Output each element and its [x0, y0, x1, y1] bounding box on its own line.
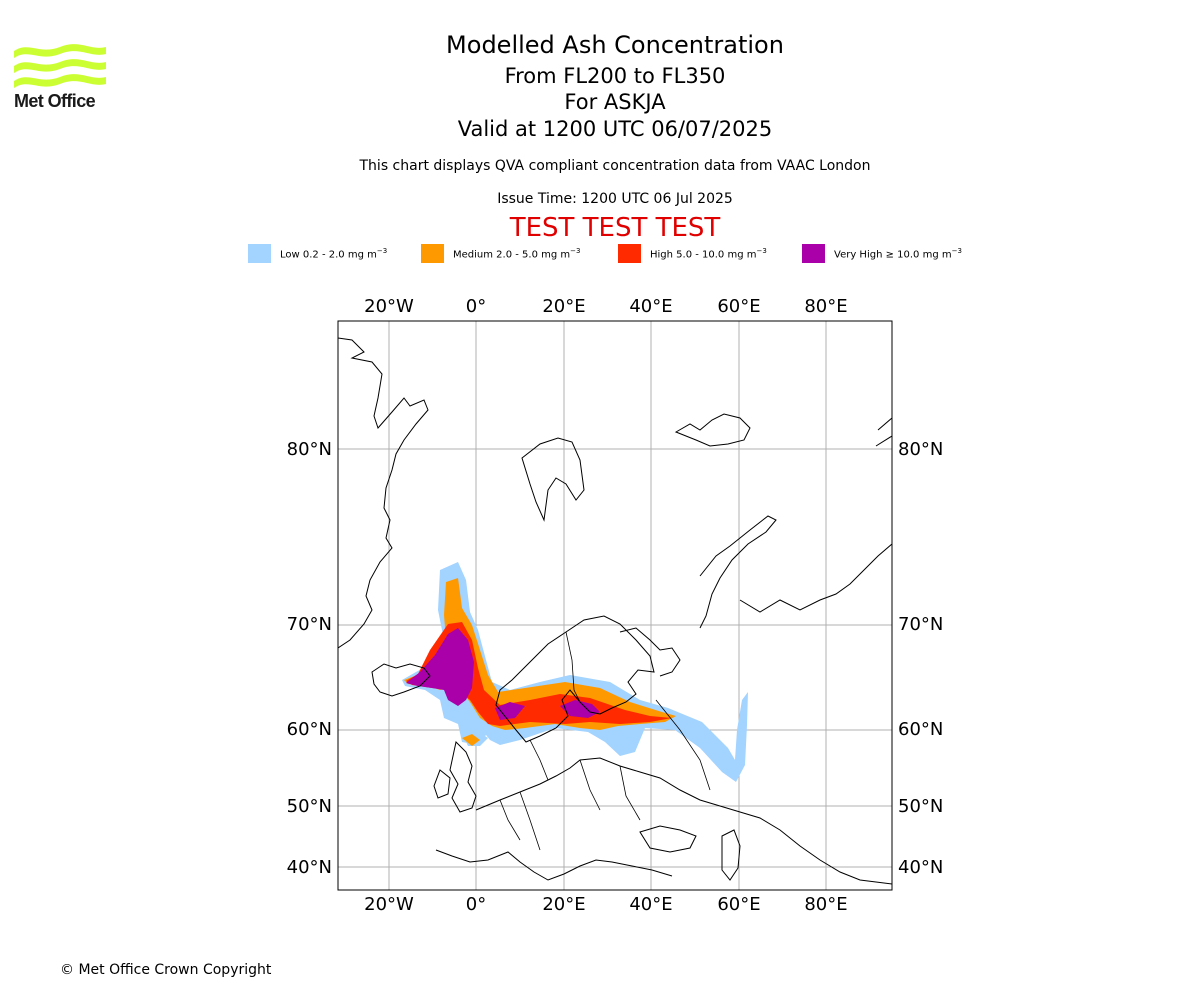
issue-time: Issue Time: 1200 UTC 06 Jul 2025	[497, 191, 733, 207]
logo-text: Met Office	[14, 91, 96, 111]
british-isles-coast	[433, 740, 477, 813]
lon-label-top: 60°E	[717, 296, 760, 317]
lon-label-top: 80°E	[804, 296, 847, 317]
kola-white-sea-coast	[619, 627, 681, 677]
legend-item-high: High 5.0 - 10.0 mg m−3	[618, 244, 767, 263]
legend-swatch-high	[618, 244, 641, 263]
flight-level-range: From FL200 to FL350	[504, 64, 726, 88]
ash-low-region	[402, 562, 748, 782]
lat-label-right: 80°N	[898, 439, 943, 460]
black-sea-coast	[639, 825, 697, 853]
ash-very-high-patch-2	[560, 700, 600, 718]
legend-swatch-low	[248, 244, 271, 263]
legend-label-medium: Medium 2.0 - 5.0 mg m−3	[453, 246, 581, 261]
coastlines	[338, 337, 892, 885]
valid-time: Valid at 1200 UTC 06/07/2025	[457, 117, 773, 141]
iceland-coast	[371, 663, 431, 697]
ash-concentration-map: 20°W 0° 20°E 40°E 60°E 80°E 20°W 0° 20°E…	[287, 296, 944, 915]
legend-item-medium: Medium 2.0 - 5.0 mg m−3	[421, 244, 580, 263]
legend-swatch-medium	[421, 244, 444, 263]
legend-label-very-high: Very High ≥ 10.0 mg m−3	[834, 246, 962, 261]
legend-label-low: Low 0.2 - 2.0 mg m−3	[280, 246, 388, 261]
ash-very-high-patch-1	[495, 702, 525, 720]
lat-label-left: 60°N	[287, 719, 332, 740]
ash-medium-patch-channel	[462, 734, 480, 746]
lon-label-top: 20°W	[364, 296, 414, 317]
lat-label-right: 50°N	[898, 796, 943, 817]
copyright-notice: © Met Office Crown Copyright	[60, 962, 272, 978]
greenland-coast	[338, 337, 429, 649]
volcano-name: For ASKJA	[564, 90, 666, 114]
taymyr-coast	[875, 417, 892, 447]
lon-label-bottom: 60°E	[717, 894, 760, 915]
lat-label-left: 40°N	[287, 857, 332, 878]
ash-high-region	[406, 622, 672, 726]
test-banner: TEST TEST TEST	[509, 213, 721, 243]
legend-item-low: Low 0.2 - 2.0 mg m−3	[248, 244, 387, 263]
met-office-wave-logo-icon	[14, 44, 106, 88]
ash-very-high-region	[406, 628, 474, 706]
lon-label-bottom: 80°E	[804, 894, 847, 915]
lat-label-left: 70°N	[287, 614, 332, 635]
lon-label-top: 0°	[466, 296, 486, 317]
lon-label-top: 20°E	[542, 296, 585, 317]
mediterranean-coast	[435, 849, 673, 881]
map-frame	[337, 320, 893, 891]
lon-label-bottom: 40°E	[629, 894, 672, 915]
lon-label-bottom: 20°W	[364, 894, 414, 915]
novaya-zemlya-coast	[699, 515, 777, 629]
lon-label-top: 40°E	[629, 296, 672, 317]
scandinavia-coast	[495, 615, 655, 743]
lat-label-left: 80°N	[287, 439, 332, 460]
lon-label-bottom: 20°E	[542, 894, 585, 915]
chart-title: Modelled Ash Concentration	[446, 31, 784, 59]
lat-label-right: 60°N	[898, 719, 943, 740]
ash-plume	[402, 562, 748, 782]
lon-label-bottom: 0°	[466, 894, 486, 915]
legend-item-very-high: Very High ≥ 10.0 mg m−3	[802, 244, 962, 263]
lat-label-right: 70°N	[898, 614, 943, 635]
franz-josef-land-coast	[674, 413, 751, 447]
svalbard-coast	[521, 437, 585, 522]
continental-europe-coast	[475, 757, 892, 885]
country-borders	[499, 631, 711, 851]
chart-description: This chart displays QVA compliant concen…	[359, 158, 871, 174]
russia-arctic-coast	[739, 543, 892, 613]
lat-label-right: 40°N	[898, 857, 943, 878]
legend-swatch-very-high	[802, 244, 825, 263]
lat-label-left: 50°N	[287, 796, 332, 817]
caspian-sea-coast	[721, 829, 741, 881]
legend-label-high: High 5.0 - 10.0 mg m−3	[650, 246, 767, 261]
map-gridlines	[338, 321, 892, 890]
